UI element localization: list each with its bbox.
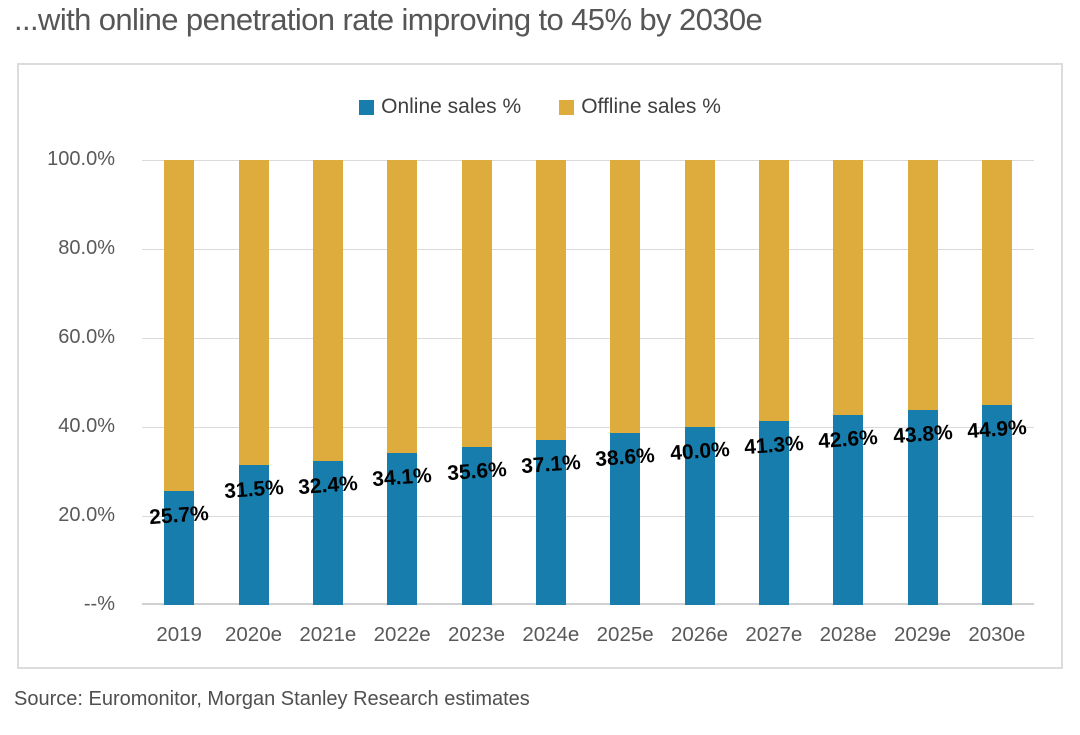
offline-bar-segment (312, 160, 343, 461)
online-bar-segment (758, 421, 789, 605)
online-bar-segment (387, 453, 418, 605)
gridline-100 (142, 160, 1034, 161)
chart-container: Online sales % Offline sales % 25.7% 31.5… (17, 63, 1063, 669)
x-axis-tick-label: 2027e (745, 623, 803, 646)
x-axis-tick-label: 2021e (299, 623, 357, 646)
legend-item-online: Online sales % (359, 95, 521, 119)
online-bar-segment (312, 460, 343, 605)
offline-bar-segment (164, 160, 195, 491)
offline-bar-segment (461, 160, 492, 447)
legend-label-online: Online sales % (381, 95, 522, 118)
online-bar-segment (684, 427, 715, 605)
y-axis-tick-label: 60.0% (58, 326, 115, 348)
x-axis-tick-label: 2028e (819, 623, 877, 646)
online-bar-segment (535, 439, 566, 605)
online-value-label: 44.9% (966, 416, 1028, 444)
gridline-80 (142, 249, 1034, 250)
gridline-60 (142, 338, 1034, 339)
offline-bar-segment (907, 160, 938, 411)
offline-bar-segment (610, 160, 641, 434)
offline-bar-segment (535, 160, 566, 440)
y-axis-tick-label: 100.0% (47, 148, 115, 170)
x-axis-tick-label: 2020e (224, 623, 282, 646)
source-note: Source: Euromonitor, Morgan Stanley Rese… (14, 688, 530, 710)
x-axis-tick-label: 2026e (670, 623, 728, 646)
gridline-0 (142, 603, 1034, 605)
legend-item-offline: Offline sales % (559, 95, 721, 119)
y-axis-tick-label: 40.0% (58, 415, 115, 437)
offline-series-swatch-icon (559, 99, 575, 115)
plot-area: 25.7% 31.5% 32.4% 34.1% 35.6% 37.1% 38.6% 40.0%… (142, 160, 1034, 605)
online-bar-segment (907, 410, 938, 605)
online-bar-segment (610, 433, 641, 605)
offline-bar-segment (684, 160, 715, 427)
offline-bar-segment (387, 160, 418, 454)
legend-label-offline: Offline sales % (581, 95, 721, 118)
y-axis-tick-label: --% (83, 593, 115, 615)
online-bar-segment (833, 415, 864, 605)
offline-bar-segment (238, 160, 269, 465)
chart-title: ...with online penetration rate improvin… (14, 2, 763, 37)
online-bar-segment (461, 446, 492, 605)
y-axis-tick-label: 80.0% (58, 237, 115, 259)
x-axis-tick-label: 2022e (373, 623, 431, 646)
x-axis-tick-label: 2019 (156, 623, 202, 646)
y-axis-tick-label: 20.0% (58, 504, 115, 526)
online-bar-segment (164, 490, 195, 605)
offline-bar-segment (833, 160, 864, 416)
x-axis-tick-label: 2025e (596, 623, 654, 646)
gridline-40 (142, 427, 1034, 428)
online-series-swatch-icon (359, 99, 375, 115)
offline-bar-segment (981, 160, 1012, 406)
x-axis-tick-label: 2023e (447, 623, 505, 646)
online-value-label: 25.7% (148, 501, 210, 529)
gridline-20 (142, 516, 1034, 517)
x-axis-tick-label: 2030e (968, 623, 1026, 646)
online-bar-segment (981, 405, 1012, 605)
offline-bar-segment (758, 160, 789, 422)
chart-legend: Online sales % Offline sales % (19, 95, 1061, 119)
x-axis-tick-label: 2024e (522, 623, 580, 646)
x-axis-tick-label: 2029e (893, 623, 951, 646)
online-bar-segment (238, 464, 269, 605)
